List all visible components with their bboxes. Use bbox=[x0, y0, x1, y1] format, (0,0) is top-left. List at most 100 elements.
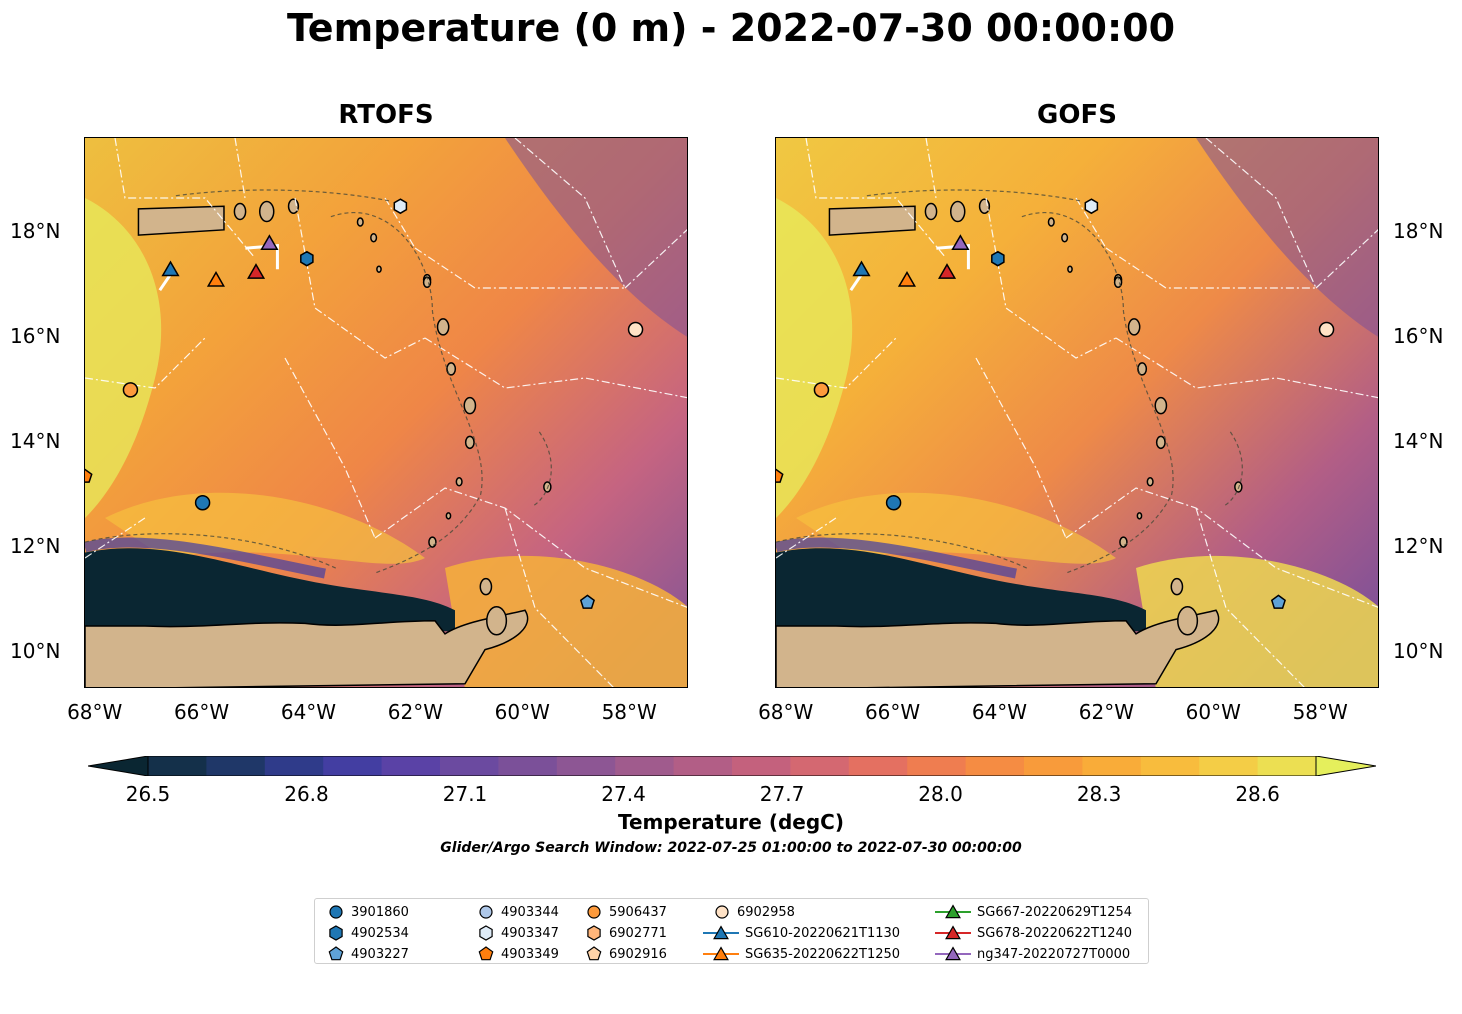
legend-item: 4902534 bbox=[327, 923, 409, 943]
puerto-rico-island bbox=[828, 205, 916, 236]
marker-4903227[interactable] bbox=[1270, 594, 1286, 609]
bathymetry-contour bbox=[866, 189, 1081, 202]
lon-tick-label: 64°W bbox=[280, 700, 337, 724]
rtofs-map-panel[interactable] bbox=[84, 137, 688, 688]
colorbar-segment bbox=[965, 756, 1025, 776]
legend-item: SG635-20220622T1250 bbox=[703, 944, 900, 964]
island bbox=[1177, 606, 1199, 636]
marker-4903347[interactable] bbox=[393, 198, 408, 215]
colorbar-tick-label: 27.1 bbox=[442, 782, 488, 806]
colorbar-tick-label: 27.4 bbox=[601, 782, 646, 806]
legend-marker-icon bbox=[586, 946, 602, 961]
cool-water-patch bbox=[1196, 138, 1378, 337]
marker-SG635-20220622T1250[interactable] bbox=[206, 270, 225, 287]
island bbox=[428, 536, 437, 548]
eez-boundary bbox=[1115, 337, 1378, 399]
eez-boundary bbox=[384, 197, 416, 249]
lat-tick-label: 10°N bbox=[1393, 639, 1444, 664]
island bbox=[1137, 362, 1148, 376]
colorbar-segment bbox=[206, 756, 266, 776]
search-window-note: Glider/Argo Search Window: 2022-07-25 01… bbox=[440, 840, 1022, 856]
marker-4902534[interactable] bbox=[300, 250, 314, 267]
marker-5906437[interactable] bbox=[813, 382, 830, 398]
colorbar-tick-label: 27.7 bbox=[759, 782, 805, 806]
legend-item: ng347-20220727T0000 bbox=[935, 944, 1130, 964]
legend-item: SG610-20220621T1130 bbox=[703, 923, 900, 943]
legend-label: SG667-20220629T1254 bbox=[977, 904, 1133, 920]
marker-4902534[interactable] bbox=[991, 250, 1005, 267]
eez-boundary bbox=[1105, 247, 1316, 289]
colorbar-segment bbox=[732, 756, 791, 776]
legend-label: SG678-20220622T1240 bbox=[977, 925, 1133, 941]
marker-3901860[interactable] bbox=[885, 494, 902, 511]
island bbox=[978, 198, 991, 214]
marker-SG678-20220622T1240[interactable] bbox=[247, 263, 266, 279]
legend-label: 4903347 bbox=[501, 925, 559, 941]
marker-4903347[interactable] bbox=[1084, 198, 1099, 215]
eez-boundary bbox=[514, 138, 626, 289]
legend-marker-icon bbox=[479, 905, 493, 919]
colorbar-extend-high bbox=[1315, 756, 1376, 776]
legend-label: SG610-20220621T1130 bbox=[745, 925, 901, 941]
marker-SG678-20220622T1240[interactable] bbox=[938, 263, 957, 279]
legend-item: 4903344 bbox=[477, 902, 559, 922]
marker-6902958[interactable] bbox=[627, 321, 644, 338]
island bbox=[455, 476, 463, 487]
island bbox=[1061, 232, 1069, 243]
legend-item: SG678-20220622T1240 bbox=[935, 923, 1132, 943]
bathymetry-contour bbox=[1021, 211, 1174, 575]
colorbar-segment bbox=[673, 756, 733, 776]
colorbar-extend-low bbox=[88, 756, 149, 776]
island bbox=[1067, 265, 1073, 273]
lon-tick-label: 62°W bbox=[387, 700, 443, 724]
puerto-rico-island bbox=[137, 205, 225, 236]
lat-tick-label: 16°N bbox=[1393, 324, 1444, 349]
eez-boundary bbox=[284, 357, 376, 539]
legend-marker-icon bbox=[715, 905, 729, 919]
marker-4903349[interactable] bbox=[776, 468, 784, 483]
glider-track bbox=[936, 243, 970, 270]
marker-5906437[interactable] bbox=[122, 382, 139, 398]
marker-ng347-20220727T0000[interactable] bbox=[260, 234, 279, 251]
legend-marker-icon bbox=[703, 946, 739, 961]
legend-item: 6902771 bbox=[585, 923, 667, 943]
colorbar-segment bbox=[1140, 756, 1200, 776]
colorbar-segment bbox=[1082, 756, 1142, 776]
island bbox=[258, 200, 275, 223]
marker-4903227[interactable] bbox=[579, 594, 595, 609]
gofs-map-panel[interactable] bbox=[775, 137, 1379, 688]
lat-tick-label: 18°N bbox=[1393, 219, 1444, 244]
temperature-colorbar bbox=[88, 756, 1376, 776]
legend-marker-icon bbox=[328, 946, 344, 961]
island bbox=[1155, 435, 1166, 450]
eez-boundary bbox=[1205, 138, 1317, 289]
marker-6902958[interactable] bbox=[1318, 321, 1335, 338]
legend-label: 4903227 bbox=[351, 946, 409, 962]
lat-tick-label: 14°N bbox=[10, 429, 61, 454]
marker-3901860[interactable] bbox=[194, 494, 211, 511]
island bbox=[464, 435, 475, 450]
legend-label: 4903349 bbox=[501, 946, 559, 962]
colorbar-segment bbox=[790, 756, 850, 776]
cold-upwelling-region bbox=[85, 548, 455, 632]
eez-boundary bbox=[414, 247, 625, 289]
marker-SG635-20220622T1250[interactable] bbox=[897, 270, 916, 287]
island bbox=[1154, 396, 1168, 415]
colorbar-tick-label: 26.5 bbox=[125, 782, 171, 806]
marker-ng347-20220727T0000[interactable] bbox=[951, 234, 970, 251]
marker-4903349[interactable] bbox=[85, 468, 93, 483]
cool-water-patch bbox=[505, 138, 687, 337]
island bbox=[1127, 318, 1141, 336]
island bbox=[486, 606, 508, 636]
marker-SG610-20220621T1130[interactable] bbox=[852, 260, 871, 277]
marker-SG610-20220621T1130[interactable] bbox=[161, 260, 180, 277]
legend-item: 4903349 bbox=[477, 944, 559, 964]
colorbar-segment bbox=[907, 756, 967, 776]
bathymetry-contour bbox=[175, 189, 390, 202]
legend-label: 6902916 bbox=[609, 946, 667, 962]
legend-label: 3901860 bbox=[351, 904, 409, 920]
bathymetry-contour bbox=[776, 533, 1028, 569]
lon-tick-label: 64°W bbox=[971, 700, 1028, 724]
island bbox=[949, 200, 966, 223]
eez-boundary bbox=[1075, 197, 1107, 249]
